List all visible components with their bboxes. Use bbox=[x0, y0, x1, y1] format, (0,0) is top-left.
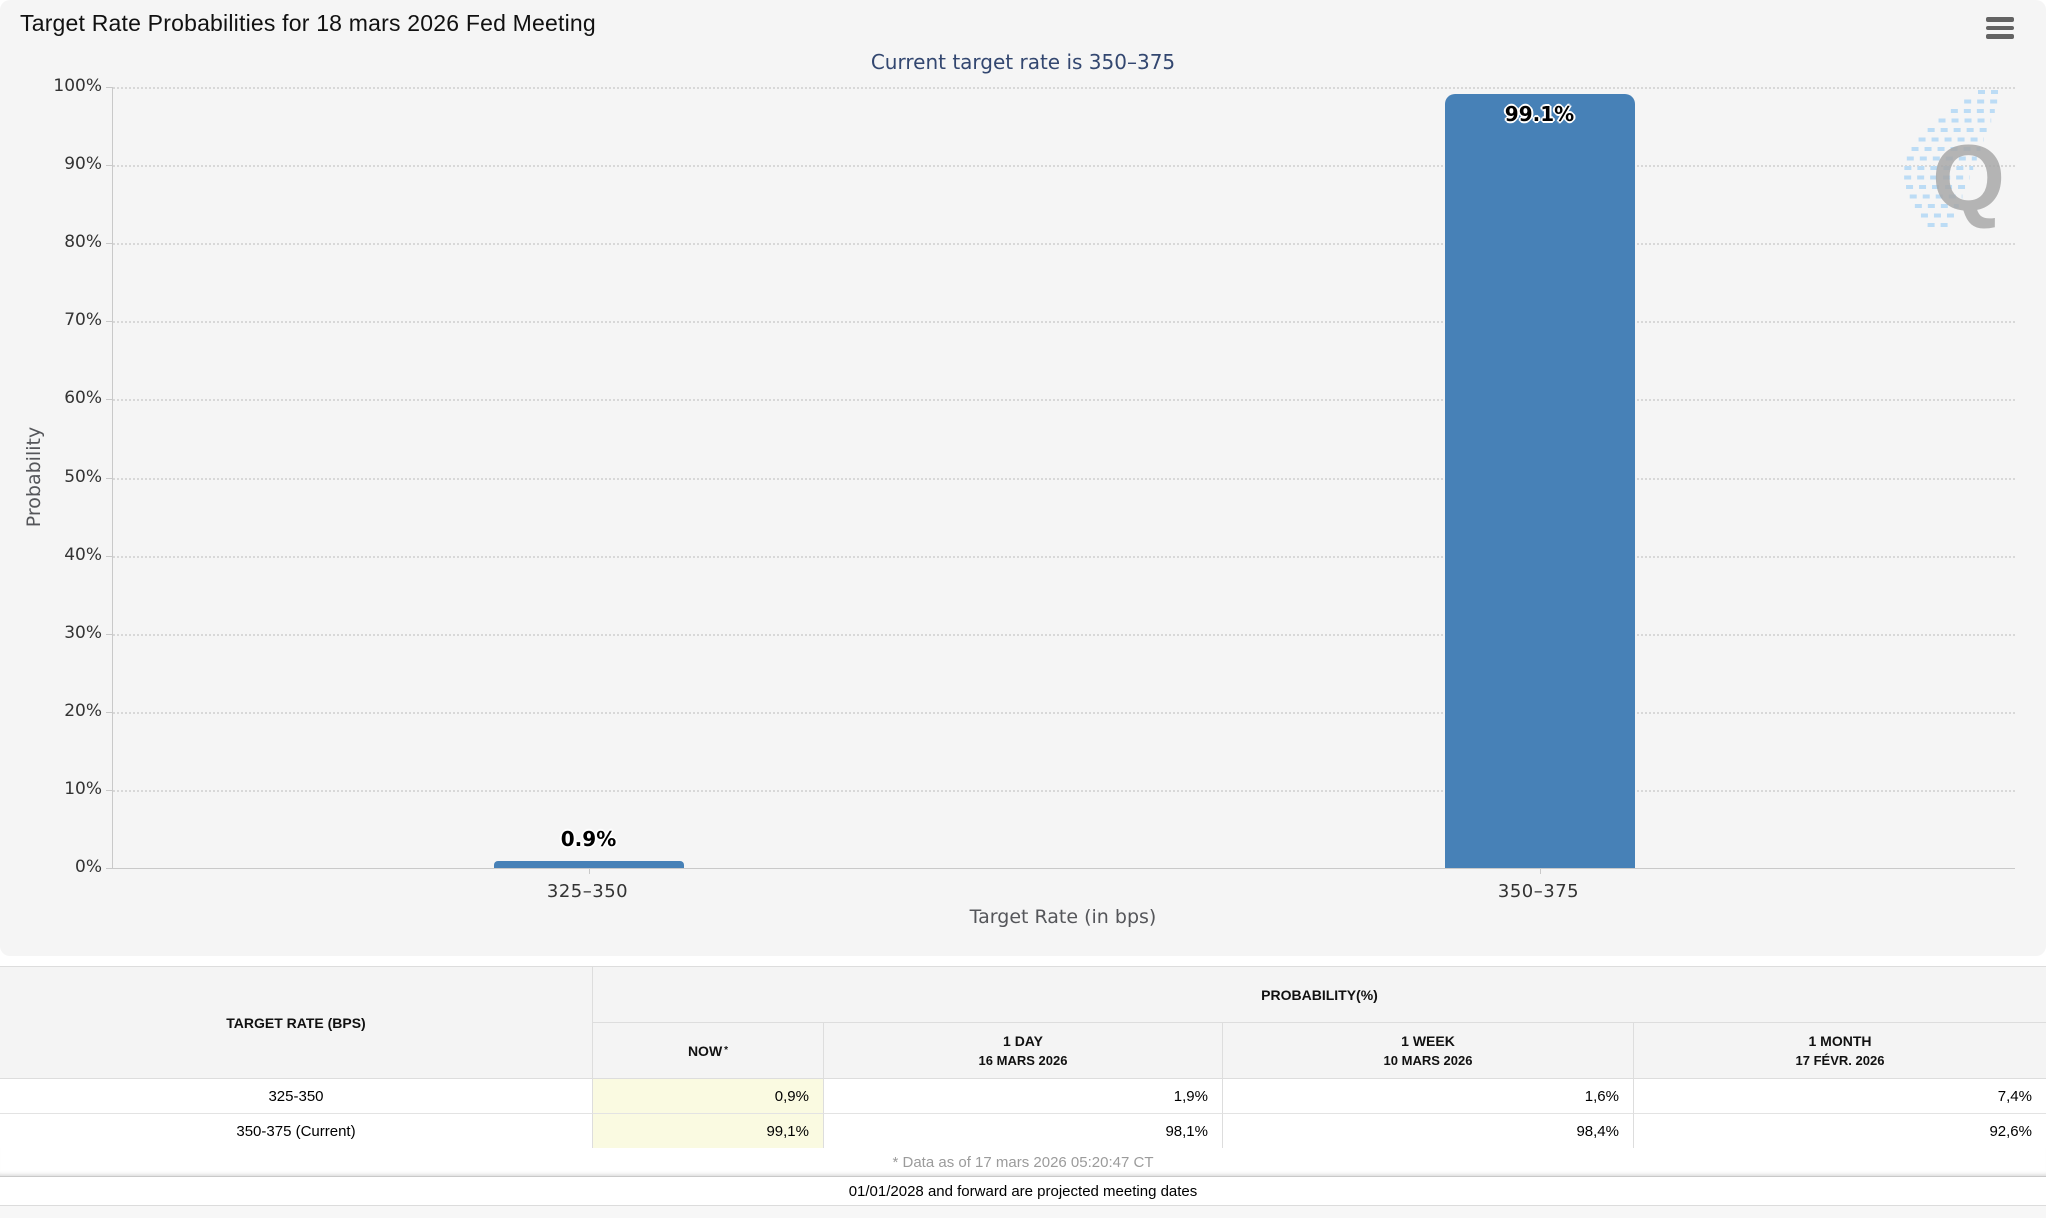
chart-panel: Target Rate Probabilities for 18 mars 20… bbox=[20, 10, 2015, 928]
x-axis-title: Target Rate (in bps) bbox=[969, 906, 1157, 928]
hamburger-menu-icon bbox=[1986, 34, 2014, 39]
y-tick-mark bbox=[106, 868, 112, 869]
table-cell-1week: 1,6% bbox=[1223, 1079, 1634, 1114]
probability-bar-350–375[interactable] bbox=[1444, 94, 1635, 868]
y-tick-mark bbox=[106, 321, 112, 323]
y-tick-mark bbox=[106, 555, 112, 557]
y-tick-label: 60% bbox=[64, 388, 102, 409]
col-header-1week: 1 WEEK 10 MARS 2026 bbox=[1223, 1023, 1634, 1079]
y-tick-mark bbox=[106, 789, 112, 791]
plot-area: 0.9% 99.1% bbox=[112, 87, 2015, 874]
gridline bbox=[113, 789, 2015, 792]
x-tick-mark bbox=[1539, 868, 1541, 874]
y-tick-label: 100% bbox=[53, 76, 102, 96]
now-label: NOW bbox=[687, 1042, 723, 1059]
y-tick-mark bbox=[106, 633, 112, 635]
gridline bbox=[113, 555, 2015, 558]
chart-subtitle: Current target rate is 350–375 bbox=[870, 50, 1176, 74]
chart-title: Target Rate Probabilities for 18 mars 20… bbox=[20, 10, 596, 36]
y-tick-label: 40% bbox=[64, 544, 102, 565]
footnote-text: * Data as of 17 mars 2026 05:20:47 CT bbox=[892, 1153, 1154, 1171]
data-as-of-footnote: * Data as of 17 mars 2026 05:20:47 CT bbox=[0, 1148, 2046, 1177]
bottom-strip bbox=[0, 1206, 2046, 1218]
y-tick-label: 30% bbox=[64, 622, 102, 643]
x-tick-mark bbox=[588, 868, 590, 874]
table-cell-1month: 92,6% bbox=[1634, 1114, 2046, 1149]
table-row-rate-label: 325-350 bbox=[0, 1079, 593, 1114]
probability-table: TARGET RATE (BPS) PROBABILITY(%) NOW * 1 … bbox=[0, 966, 2046, 1149]
note-text: 01/01/2028 and forward are projected mee… bbox=[848, 1182, 1198, 1200]
col-date: 17 FÉVR. 2026 bbox=[1795, 1053, 1885, 1068]
col-label: 1 MONTH bbox=[1808, 1033, 1872, 1049]
y-tick-label: 70% bbox=[64, 310, 102, 331]
gridline bbox=[113, 87, 2015, 89]
bar-value-label: 99.1% bbox=[1504, 102, 1575, 127]
col-header-1month: 1 MONTH 17 FÉVR. 2026 bbox=[1634, 1023, 2046, 1079]
gridline bbox=[113, 165, 2015, 168]
table-row-rate-label: 350-375 (Current) bbox=[0, 1114, 593, 1149]
probability-bar-325–350[interactable] bbox=[493, 860, 684, 868]
y-tick-mark bbox=[106, 165, 112, 167]
gridline bbox=[113, 399, 2015, 402]
now-footnote-mark: * bbox=[724, 1045, 729, 1056]
col-date: 10 MARS 2026 bbox=[1383, 1053, 1473, 1068]
y-tick-label: 50% bbox=[64, 466, 102, 487]
gridline bbox=[113, 243, 2015, 246]
gridline bbox=[113, 321, 2015, 324]
col-header-target-rate: TARGET RATE (BPS) bbox=[0, 967, 593, 1079]
bar-value-label: 0.9% bbox=[560, 826, 617, 851]
chart-context-menu-button[interactable] bbox=[1986, 17, 2014, 39]
hamburger-menu-icon bbox=[1986, 17, 2014, 22]
table-cell-1day: 1,9% bbox=[824, 1079, 1223, 1114]
y-tick-label: 80% bbox=[64, 232, 102, 253]
table-cell-now: 99,1% bbox=[593, 1114, 824, 1149]
col-label: 1 DAY bbox=[1003, 1033, 1043, 1049]
col-header-1day: 1 DAY 16 MARS 2026 bbox=[824, 1023, 1223, 1079]
gridline bbox=[113, 477, 2015, 480]
y-tick-mark bbox=[106, 711, 112, 713]
y-tick-label: 20% bbox=[64, 700, 102, 721]
col-group-header-probability: PROBABILITY(%) bbox=[593, 967, 2046, 1023]
hamburger-menu-icon bbox=[1986, 25, 2014, 30]
quikstrike-watermark-logo: Q bbox=[1904, 90, 2005, 230]
col-label: 1 WEEK bbox=[1401, 1033, 1455, 1049]
col-header-now: NOW * bbox=[593, 1023, 824, 1079]
gridline bbox=[113, 633, 2015, 636]
y-tick-mark bbox=[106, 243, 112, 245]
y-tick-mark bbox=[106, 87, 112, 88]
gridline bbox=[113, 711, 2015, 714]
watermark-hatch-lines bbox=[1904, 90, 2002, 227]
x-tick-label: 325–350 bbox=[546, 881, 629, 902]
x-tick-label: 350–375 bbox=[1497, 881, 1580, 902]
col-date: 16 MARS 2026 bbox=[978, 1053, 1068, 1068]
table-cell-1month: 7,4% bbox=[1634, 1079, 2046, 1114]
y-tick-mark bbox=[106, 399, 112, 401]
table-cell-1day: 98,1% bbox=[824, 1114, 1223, 1149]
y-tick-label: 10% bbox=[64, 778, 102, 799]
table-cell-1week: 98,4% bbox=[1223, 1114, 1634, 1149]
y-tick-label: 0% bbox=[75, 857, 102, 877]
table-cell-now: 0,9% bbox=[593, 1079, 824, 1114]
watermark-q-letter: Q bbox=[1932, 125, 2005, 230]
projected-dates-note: 01/01/2028 and forward are projected mee… bbox=[0, 1177, 2046, 1206]
y-tick-label: 90% bbox=[64, 154, 102, 175]
y-tick-mark bbox=[106, 477, 112, 479]
